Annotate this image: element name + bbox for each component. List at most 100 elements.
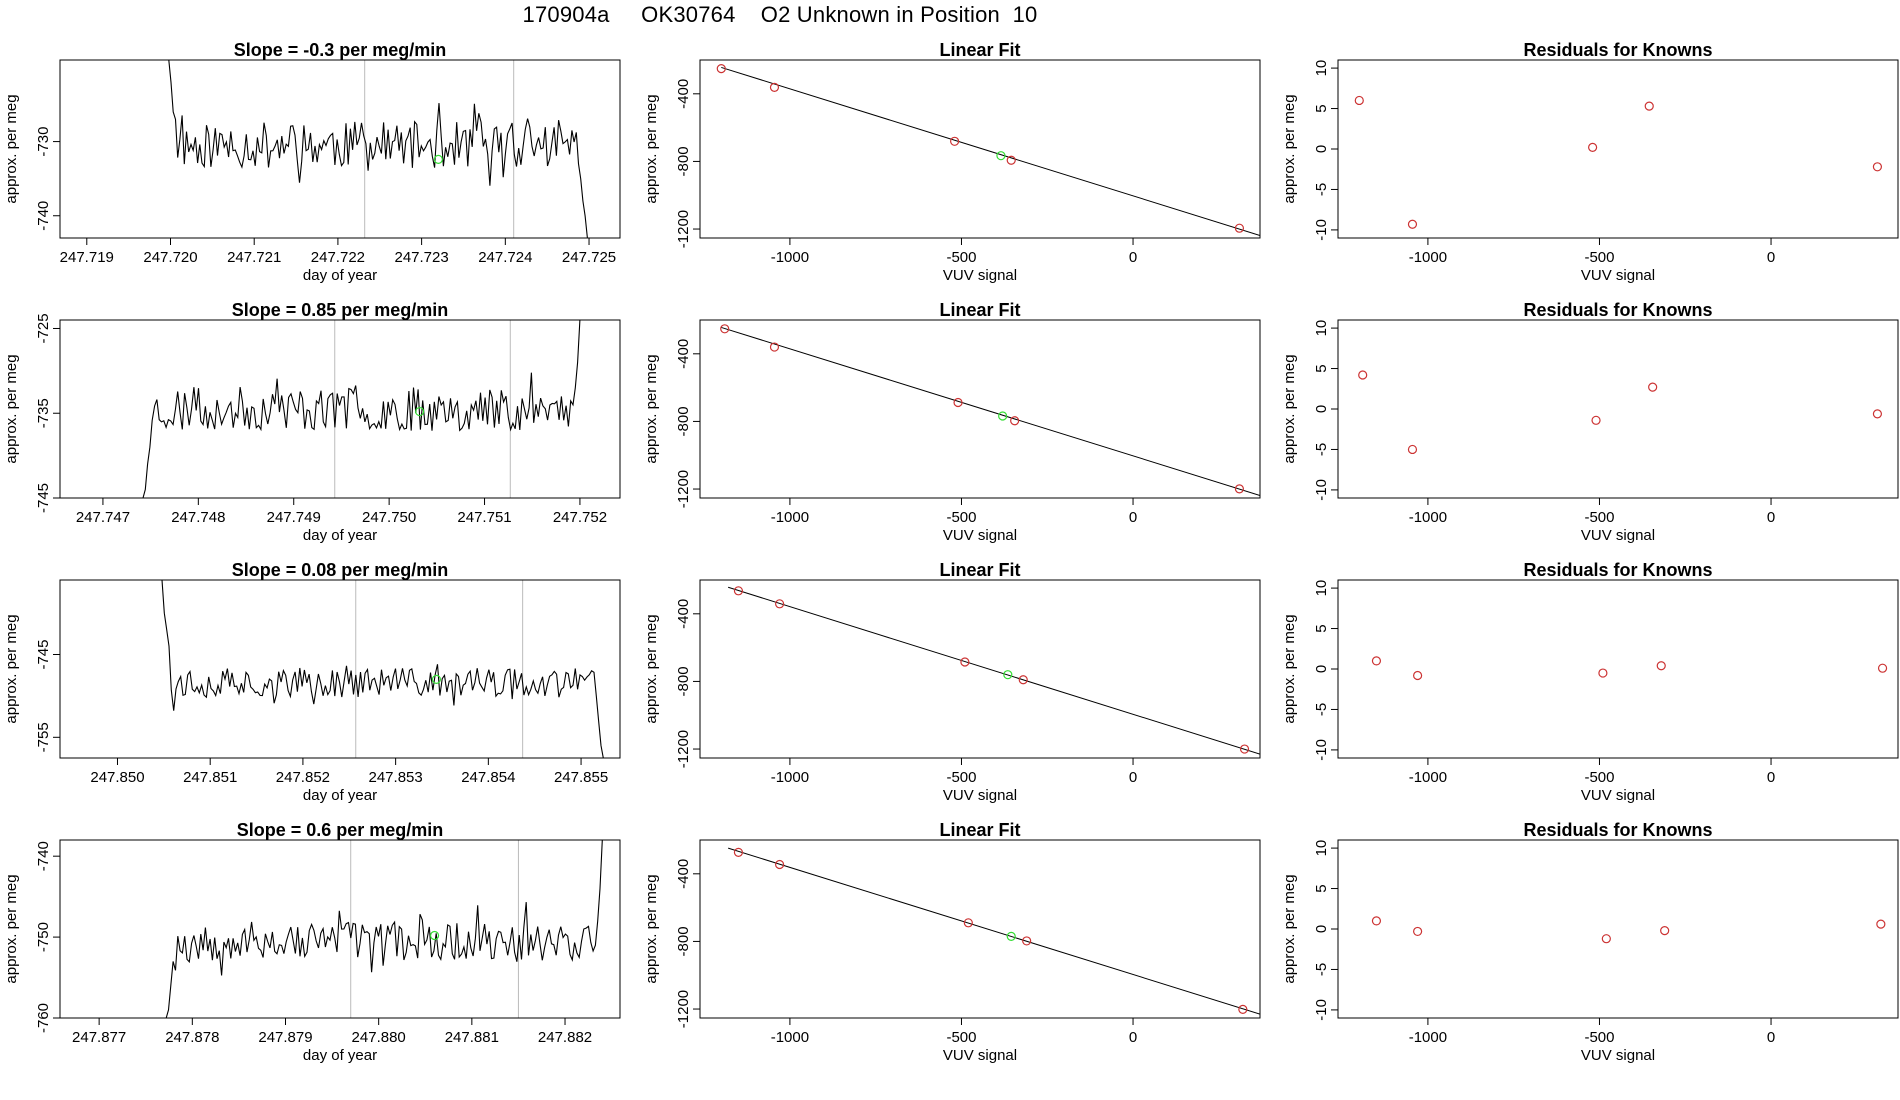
x-tick-label: 247.881 [445,1029,499,1046]
y-tick-label: -740 [35,201,52,231]
y-axis-label: approx. per meg [1281,94,1298,203]
panel-title: Residuals for Knowns [1523,40,1712,60]
known-point [960,657,970,667]
x-axis-label: VUV signal [1581,787,1655,804]
plot-frame [1337,839,1899,1019]
x-tick-label: 247.752 [553,509,607,526]
x-tick-label: 247.880 [352,1029,406,1046]
residual-point [1872,409,1883,419]
y-tick-label: -10 [1313,999,1330,1021]
known-point [1234,484,1245,494]
x-tick-label: 247.882 [538,1029,592,1046]
panel-title: Linear Fit [939,820,1020,840]
known-point [963,918,973,928]
y-tick-label: -10 [1313,479,1330,501]
y-tick-label: -745 [35,639,52,669]
y-tick-label: -400 [675,339,692,369]
fit-line [727,847,1260,1015]
x-axis-label: day of year [303,787,377,804]
x-tick-label: -500 [946,769,976,786]
x-tick-label: -500 [946,509,976,526]
x-axis-label: VUV signal [1581,527,1655,544]
panel-fit-row-4: Linear Fit -1000 -500 0 -400 -800 -1200 VUV sig… [643,820,1261,1064]
y-axis-label: approx. per meg [1281,614,1298,723]
panel-time-row-1: Slope = -0.3 per meg/min 247.719 247.720 24… [3,40,621,284]
panel-title: Slope = 0.6 per meg/min [237,820,444,840]
x-axis-label: VUV signal [1581,1047,1655,1064]
plot-area [727,586,1260,755]
plot-area [727,847,1260,1015]
panel-time-row-2: Slope = 0.85 per meg/min 247.747 247.748 24… [3,300,621,544]
x-tick-label: 0 [1129,509,1137,526]
known-point [720,324,730,334]
y-tick-label: -745 [35,483,52,513]
x-tick-label: 247.853 [369,769,423,786]
panel-title: Linear Fit [939,560,1020,580]
plot-frame [1337,319,1899,499]
x-tick-label: 247.749 [267,509,321,526]
unknown-point [998,411,1008,421]
x-tick-label: 247.721 [227,249,281,266]
x-tick-label: 247.855 [554,769,608,786]
panel-title: Residuals for Knowns [1523,560,1712,580]
known-point [733,586,744,596]
plot-area [168,60,588,238]
x-tick-label: -500 [1584,1029,1614,1046]
y-tick-label: 10 [1313,840,1330,857]
x-tick-label: 247.751 [457,509,511,526]
known-point [775,599,785,609]
fit-line [721,66,1260,236]
y-tick-label: -5 [1313,703,1330,716]
unknown-point [429,930,440,941]
panel-residuals-row-2: Residuals for Knowns -1000 -500 0 10 5 0 -5 -10 V… [1281,300,1899,544]
y-tick-label: -740 [35,841,52,871]
plot-frame [699,579,1261,759]
x-tick-label: 0 [1767,1029,1775,1046]
x-tick-label: 0 [1767,249,1775,266]
residual-point [1598,668,1608,678]
y-tick-label: 10 [1313,320,1330,337]
unknown-point [415,406,425,417]
residual-point [1354,95,1364,106]
plot-area [1358,370,1883,455]
y-tick-label: 10 [1313,580,1330,597]
y-tick-label: -725 [35,313,52,343]
panel-title: Linear Fit [939,300,1020,320]
y-tick-label: -1200 [675,470,692,508]
y-axis-label: approx. per meg [1281,354,1298,463]
y-tick-label: -10 [1313,739,1330,761]
y-axis-label: approx. per meg [643,874,660,983]
y-axis-label: approx. per meg [3,354,20,463]
x-tick-label: 247.877 [72,1029,126,1046]
y-tick-label: 5 [1313,884,1330,892]
known-point [769,342,780,352]
residual-point [1872,162,1883,172]
panel-time-row-3: Slope = 0.08 per meg/min 247.850 247.851 24… [3,560,621,804]
known-point [775,859,785,870]
x-tick-label: 0 [1129,1029,1137,1046]
y-tick-label: -800 [675,926,692,956]
plot-frame [59,579,621,759]
time-series-trace [142,320,581,498]
y-tick-label: 5 [1313,364,1330,372]
x-axis-label: VUV signal [943,267,1017,284]
residual-point [1407,219,1418,229]
plot-frame [699,59,1261,239]
panel-fit-row-2: Linear Fit -1000 -500 0 -400 -800 -1200 VUV sig… [643,300,1261,544]
x-tick-label: 247.723 [394,249,448,266]
plot-area [720,324,1260,496]
panel-residuals-row-3: Residuals for Knowns -1000 -500 0 10 5 0 -5 -10 V… [1281,560,1899,804]
x-axis-label: VUV signal [943,1047,1017,1064]
plot-area [716,64,1260,236]
residual-point [1413,670,1423,681]
y-tick-label: -760 [35,1003,52,1033]
panel-time-row-4: Slope = 0.6 per meg/min 247.877 247.878 247… [3,820,621,1064]
residual-point [1876,919,1886,929]
x-axis-label: VUV signal [943,527,1017,544]
x-tick-label: -500 [946,1029,976,1046]
panel-residuals-row-1: Residuals for Knowns -1000 -500 0 10 5 0 -5 -10 V… [1281,40,1899,284]
x-axis-label: day of year [303,1047,377,1064]
known-point [1006,155,1016,165]
figure-title: 170904a OK30764 O2 Unknown in Position 1… [522,2,1038,27]
y-axis-label: approx. per meg [643,614,660,723]
